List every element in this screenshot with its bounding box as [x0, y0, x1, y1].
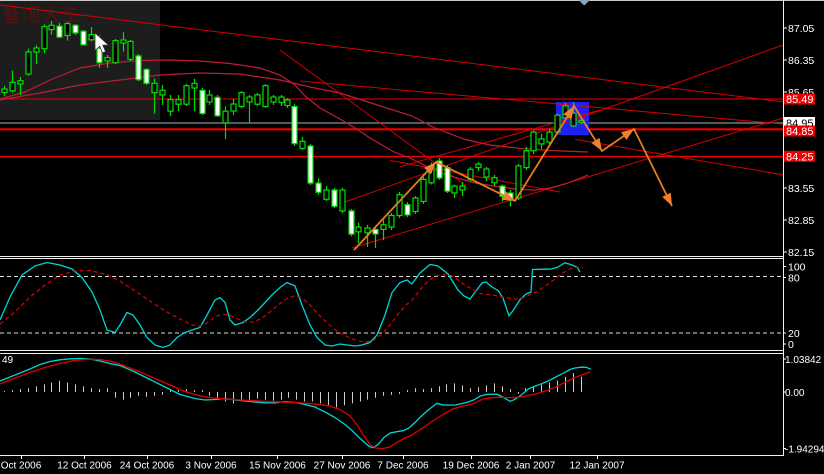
svg-text:87.05: 87.05: [788, 23, 814, 35]
svg-text:49: 49: [2, 355, 14, 366]
svg-text:20: 20: [788, 328, 800, 340]
svg-text:3 Nov 2006: 3 Nov 2006: [185, 461, 237, 472]
svg-text:82.85: 82.85: [788, 215, 814, 227]
svg-text:15 Nov 2006: 15 Nov 2006: [249, 461, 306, 472]
svg-text:1.03842: 1.03842: [785, 355, 822, 366]
svg-text:82.15: 82.15: [788, 247, 814, 259]
svg-text:24 Oct 2006: 24 Oct 2006: [120, 461, 175, 472]
svg-text:Oct 2006: Oct 2006: [1, 461, 42, 472]
svg-text:-1.94294: -1.94294: [785, 445, 824, 456]
svg-text:19 Dec 2006: 19 Dec 2006: [443, 461, 500, 472]
svg-text:83.55: 83.55: [788, 183, 814, 195]
svg-text:2 Jan 2007: 2 Jan 2007: [506, 461, 556, 472]
svg-text:86.35: 86.35: [788, 55, 814, 67]
svg-text:0: 0: [788, 339, 794, 351]
svg-text:100: 100: [788, 262, 806, 274]
svg-text:12 Jan 2007: 12 Jan 2007: [569, 461, 624, 472]
svg-text:80: 80: [788, 273, 800, 285]
svg-text:7 Dec 2006: 7 Dec 2006: [377, 461, 429, 472]
svg-text:84.25: 84.25: [786, 151, 814, 163]
svg-text:27 Nov 2006: 27 Nov 2006: [314, 461, 371, 472]
svg-text:0.00: 0.00: [785, 388, 805, 399]
svg-text:84.85: 84.85: [786, 126, 814, 138]
svg-text:12 Oct 2006: 12 Oct 2006: [57, 461, 112, 472]
svg-text:85.49: 85.49: [786, 94, 814, 106]
svg-text:84.95: 84.95: [786, 118, 814, 130]
